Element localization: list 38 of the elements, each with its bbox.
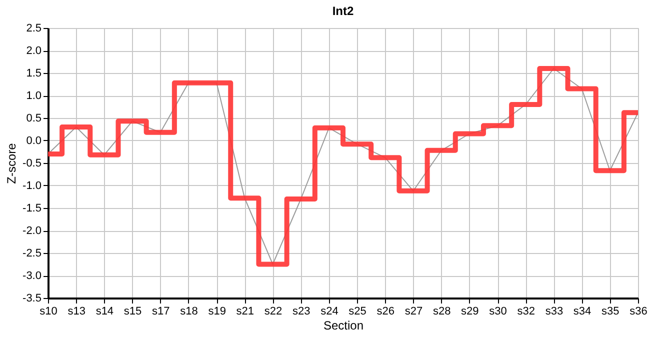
y-tick-label: 2.5 <box>26 22 42 34</box>
y-tick-label: 2.0 <box>26 45 42 57</box>
x-tick-label: s22 <box>264 306 282 318</box>
x-tick-label: s32 <box>517 306 535 318</box>
y-tick-label: -0.5 <box>22 158 42 170</box>
y-tick-label: -3.5 <box>22 292 42 304</box>
y-tick-label: -3.0 <box>22 270 42 282</box>
y-axis-title: Z-score <box>4 142 19 184</box>
x-tick-label: s36 <box>630 306 648 318</box>
x-tick-label: s14 <box>96 306 114 318</box>
chart-title: Int2 <box>332 4 354 18</box>
x-tick-label: s13 <box>68 306 86 318</box>
x-tick-label: s30 <box>489 306 507 318</box>
y-tick-label: -2.0 <box>22 225 42 237</box>
y-tick-label: 1.5 <box>26 68 42 80</box>
x-tick-label: s10 <box>40 306 58 318</box>
x-tick-label: s34 <box>573 306 592 318</box>
y-tick-label: 0.5 <box>26 112 42 124</box>
x-tick-label: s21 <box>236 306 254 318</box>
x-tick-label: s27 <box>404 306 423 318</box>
y-tick-label: -1.5 <box>22 202 42 214</box>
x-tick-label: s23 <box>292 306 310 318</box>
x-tick-label: s17 <box>152 306 170 318</box>
x-tick-label: s19 <box>208 306 226 318</box>
y-tick-label: 1.0 <box>26 90 42 102</box>
x-tick-label: s18 <box>180 306 198 318</box>
x-axis-title: Section <box>323 318 364 332</box>
x-tick-label: s24 <box>320 306 338 318</box>
x-tick-label: s28 <box>432 306 451 318</box>
x-tick-label: s35 <box>602 306 620 318</box>
x-tick-label: s33 <box>545 306 564 318</box>
x-tick-label: s26 <box>376 306 395 318</box>
y-tick-label: -2.5 <box>22 248 42 260</box>
y-tick-label: -1.0 <box>22 180 42 192</box>
x-tick-label: s15 <box>124 306 142 318</box>
x-tick-label: s29 <box>461 306 479 318</box>
y-tick-label: 0.0 <box>26 135 42 147</box>
x-tick-label: s25 <box>348 306 366 318</box>
